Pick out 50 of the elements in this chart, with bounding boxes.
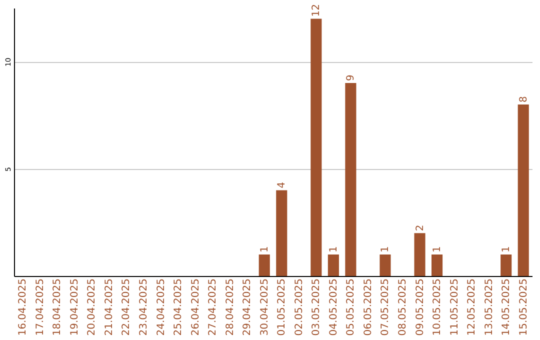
bar xyxy=(276,190,288,276)
data-label: 1 xyxy=(380,246,392,253)
x-tick-label: 18.04.2025 xyxy=(52,278,64,336)
data-label: 9 xyxy=(346,74,357,82)
x-tick-label: 15.05.2025 xyxy=(518,278,530,336)
x-tick-label: 30.04.2025 xyxy=(259,278,270,336)
x-tick-label: 20.04.2025 xyxy=(86,278,98,336)
data-label: 1 xyxy=(259,246,270,253)
x-tick-label: 08.05.2025 xyxy=(398,278,408,336)
x-tick-label: 12.05.2025 xyxy=(466,278,478,336)
data-label: 8 xyxy=(518,96,530,102)
bar xyxy=(345,83,356,276)
x-tick-label: 14.05.2025 xyxy=(501,278,512,336)
data-label: 2 xyxy=(414,224,426,232)
data-label: 4 xyxy=(276,182,288,188)
bar xyxy=(432,254,443,276)
x-tick-label: 24.04.2025 xyxy=(156,278,167,336)
bar xyxy=(500,254,512,276)
x-tick-label: 16.04.2025 xyxy=(18,278,29,336)
bar xyxy=(310,18,322,276)
x-tick-label: 29.04.2025 xyxy=(242,278,254,336)
bar xyxy=(328,254,339,276)
x-tick-label: 23.04.2025 xyxy=(138,278,150,336)
x-tick-label: 01.05.2025 xyxy=(276,278,288,336)
x-tick-label: 13.05.2025 xyxy=(484,278,495,336)
x-tick-label: 05.05.2025 xyxy=(346,278,357,336)
x-tick-label: 27.04.2025 xyxy=(208,278,219,336)
x-tick-label: 07.05.2025 xyxy=(380,278,392,336)
x-tick-label: 21.04.2025 xyxy=(104,278,115,336)
x-tick-label: 02.05.2025 xyxy=(294,278,305,336)
x-tick-label: 26.04.2025 xyxy=(190,278,202,336)
x-tick-label: 04.05.2025 xyxy=(328,278,340,336)
x-tick-label: 22.04.2025 xyxy=(121,278,132,336)
data-label: 1 xyxy=(328,246,340,253)
bar xyxy=(380,254,391,276)
bar xyxy=(518,104,529,276)
bar xyxy=(258,254,270,276)
x-tick-label: 03.05.2025 xyxy=(311,278,322,336)
x-tick-label: 28.04.2025 xyxy=(224,278,236,336)
data-label: 1 xyxy=(432,246,444,253)
x-tick-label: 10.05.2025 xyxy=(432,278,444,336)
x-tick-label: 19.04.2025 xyxy=(69,278,80,336)
data-label: 12 xyxy=(311,4,322,17)
x-tick-label: 06.05.2025 xyxy=(362,278,374,336)
x-tick-label: 25.04.2025 xyxy=(173,278,184,336)
bar xyxy=(414,233,426,276)
x-tick-label: 17.04.2025 xyxy=(34,278,46,336)
x-tick-label: 11.05.2025 xyxy=(449,278,460,336)
data-label: 1 xyxy=(501,246,512,253)
x-tick-label: 09.05.2025 xyxy=(414,278,426,336)
